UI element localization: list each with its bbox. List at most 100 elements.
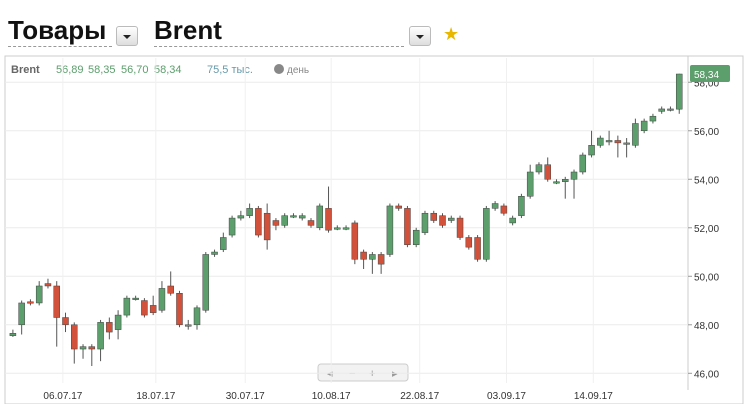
candle-body [255,208,262,236]
candle-body [562,179,569,182]
candle-body [9,333,17,336]
instrument-dropdown[interactable] [409,26,431,46]
candle-body [351,222,359,260]
y-tick-label: 50,00 [694,272,719,283]
candle-body [79,346,87,350]
y-tick-label: 58,00 [694,78,719,89]
candle-body [553,181,560,184]
nav-left[interactable]: ◂ [327,368,333,380]
candle-body [88,346,96,350]
candle-body [176,293,183,326]
favorite-star[interactable]: ★ [443,24,460,44]
candle-body [18,302,25,326]
candle-body [526,171,534,197]
y-tick-label: 48,00 [694,321,719,332]
candle-body [605,140,613,143]
y-tick-label: 56,00 [694,127,719,138]
last-price-badge [690,65,730,83]
candle-body [614,140,622,144]
candle-body [518,195,525,216]
candle-body [325,208,332,231]
legend-close: 58,34 [154,64,182,76]
last-price-label: 58,34 [694,70,719,81]
candle-body [579,154,587,173]
candle-body [535,164,543,173]
candle-body [430,212,437,221]
candle-body [412,229,420,246]
candle-body [27,301,34,304]
candle-body [290,215,297,218]
legend-name: Brent [11,64,40,76]
candle-body [62,317,69,326]
candle-body [97,322,104,350]
nav-buttons: ◂ − + ▸ [317,363,409,382]
section-title[interactable]: Товары [8,14,112,47]
candle-body [623,142,630,145]
candle-body [220,237,227,250]
candle-body [456,217,464,238]
y-tick-label: 54,00 [694,175,719,186]
candle-body [316,205,324,229]
candle-body [167,285,174,294]
candle-body [237,215,245,219]
candle-body [342,227,350,230]
candle-body [377,254,385,265]
x-tick-label: 22.08.17 [400,391,439,402]
candle-body [35,285,43,304]
candle-body [500,205,508,214]
candle-body [263,212,271,241]
candle-body [632,123,639,146]
candle-body [360,251,367,260]
candle-body [675,73,683,110]
candle-body [123,297,131,316]
x-tick-label: 10.08.17 [312,391,351,402]
candle-body [158,288,166,311]
candle-body [53,285,60,318]
candle-body [395,205,402,209]
candle-body [570,171,578,180]
candle-body [465,237,473,248]
candle-body [272,220,280,226]
section-dropdown[interactable] [116,26,138,46]
candle-body [448,217,455,221]
candle-body [44,283,52,287]
x-tick-label: 14.09.17 [574,391,613,402]
candle-body [106,322,113,333]
candle-body [334,227,341,230]
instrument-title[interactable]: Brent [154,14,404,47]
candle-body [132,297,139,300]
nav-zoom-in[interactable]: + [369,368,375,380]
candle-body [386,205,394,255]
candle-body [667,108,674,111]
candle-body [211,251,218,255]
candle-body [114,314,122,330]
legend-volume: 75,5 тыс. [207,64,253,76]
legend-high: 58,35 [88,64,116,76]
candle-body [588,145,595,156]
candle-body [228,217,236,236]
nav-right[interactable]: ▸ [392,368,398,380]
candle-body [71,324,78,350]
nav-zoom-out[interactable]: − [349,368,355,380]
candle-body [184,324,192,327]
clock-icon [274,64,284,74]
candle-body [141,300,148,316]
x-tick-label: 18.07.17 [136,391,175,402]
candle-body [421,212,429,233]
candle-body [404,208,411,246]
x-tick-label: 06.07.17 [43,391,82,402]
legend-low: 56,70 [121,64,149,76]
candle-body [281,215,288,226]
candle-body [246,208,253,216]
candle-body [544,164,551,180]
candle-body [193,307,201,326]
x-tick-label: 30.07.17 [226,391,265,402]
x-tick-label: 03.09.17 [487,391,526,402]
y-tick-label: 52,00 [694,224,719,235]
chart-frame [4,55,744,404]
candle-body [597,137,604,146]
candle-body [202,254,210,311]
candle-body [439,215,446,226]
candle-body [649,115,657,122]
